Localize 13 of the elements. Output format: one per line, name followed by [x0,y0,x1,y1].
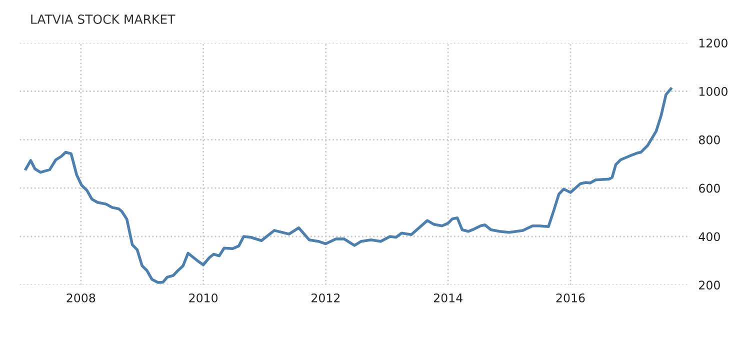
x-tick-label: 2010 [189,293,218,302]
y-tick-label: 200 [699,280,720,290]
y-tick-label: 600 [699,184,720,193]
x-tick-label: 2014 [434,293,462,302]
y-tick-label: 800 [698,135,720,144]
y-tick-label: 400 [698,232,720,242]
line-series [24,87,672,284]
y-tick-label: 1000 [699,86,728,96]
x-tick-label: 2012 [312,293,340,302]
x-tick-label: 2008 [66,293,96,302]
chart-title: LATVIA STOCK MARKET [31,14,176,24]
x-tick-label: 2016 [556,293,585,302]
y-tick-label: 1200 [699,38,728,48]
